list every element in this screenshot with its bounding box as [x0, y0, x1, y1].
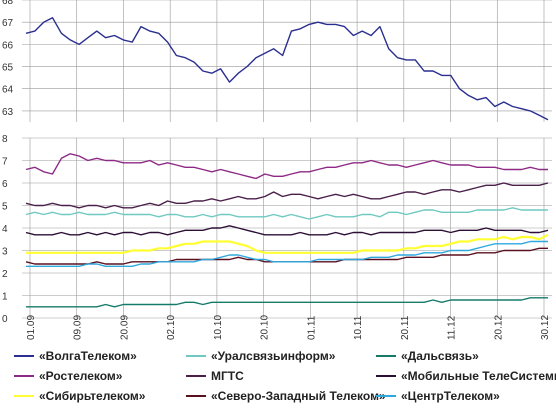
legend-item-szt: «Северо-Западный Телеком»: [186, 388, 386, 404]
legend-label: «Ростелеком»: [39, 369, 123, 383]
legend-label: МГТС: [211, 369, 244, 383]
legend-label: «Северо-Западный Телеком»: [211, 389, 386, 403]
legend-label: «ЦентрТелеком»: [401, 389, 500, 403]
legend-swatch: [376, 395, 396, 397]
series-line: [25, 17, 549, 121]
legend-label: «Дальсвязь»: [401, 349, 479, 363]
x-tick-label: 20.11: [400, 315, 411, 340]
legend-swatch: [14, 375, 34, 377]
legend-swatch: [186, 355, 206, 357]
legend-item-dalsvyaz: «Дальсвязь»: [376, 348, 479, 364]
x-tick-label: 20.09: [119, 315, 130, 340]
legend-swatch: [186, 395, 206, 397]
legend-swatch: [14, 395, 34, 397]
y-tick-label: 6: [2, 179, 8, 190]
y-tick-label: 65: [2, 63, 14, 74]
x-tick-label: 01.09: [26, 315, 37, 340]
y-tick-label: 8: [2, 134, 8, 145]
y-tick-label: 63: [2, 107, 14, 118]
series-line: [26, 297, 548, 308]
y-tick-label: 2: [2, 269, 8, 280]
y-tick-label: 1: [2, 292, 8, 303]
y-tick-label: 4: [2, 224, 8, 235]
legend-label: «Уралсвязьинформ»: [211, 349, 336, 363]
y-tick-label: 66: [2, 40, 14, 51]
legend-item-sibirtelecom: «Сибирьтелеком»: [14, 388, 145, 404]
x-tick-label: 01.11: [306, 315, 317, 340]
legend: «ВолгаТелеком» «Уралсвязьинформ» «Дальсв…: [0, 342, 556, 408]
y-tick-label: 7: [2, 157, 8, 168]
legend-label: «Мобильные ТелеСистемы»: [401, 369, 556, 383]
series-line: [25, 182, 549, 209]
legend-label: «ВолгаТелеком»: [39, 349, 137, 363]
legend-swatch: [376, 355, 396, 357]
legend-item-centertelecom: «ЦентрТелеком»: [376, 388, 500, 404]
legend-label: «Сибирьтелеком»: [39, 389, 146, 403]
y-tick-label: 0: [2, 314, 8, 325]
legend-swatch: [186, 375, 206, 377]
x-tick-label: 11.12: [447, 315, 458, 340]
series-line: [25, 207, 548, 220]
series-line: [25, 153, 548, 180]
x-tick-label: 09.09: [73, 315, 84, 340]
y-tick-label: 67: [2, 18, 14, 29]
x-tick-label: 30.12: [540, 315, 551, 340]
x-tick-label: 10.11: [353, 315, 364, 340]
y-tick-label: 64: [2, 85, 14, 96]
x-tick-label: 20.10: [260, 315, 271, 340]
legend-item-rostelecom: «Ростелеком»: [14, 368, 122, 384]
legend-swatch: [14, 355, 34, 357]
x-tick-label: 10.10: [213, 315, 224, 340]
legend-swatch: [376, 375, 396, 377]
series-line: [26, 240, 548, 267]
x-tick-label: 20.12: [493, 315, 504, 340]
legend-item-volgatelecom: «ВолгаТелеком»: [14, 348, 137, 364]
series-line: [26, 233, 549, 254]
y-tick-label: 3: [2, 247, 8, 258]
legend-item-uralsvyazinform: «Уралсвязьинформ»: [186, 348, 335, 364]
legend-item-mts: «Мобильные ТелеСистемы»: [376, 368, 556, 384]
y-tick-label: 5: [2, 202, 8, 213]
x-tick-label: 02.10: [166, 315, 177, 340]
series-line: [25, 225, 549, 236]
legend-item-mgts: МГТС: [186, 368, 244, 384]
y-tick-label: 68: [2, 0, 14, 7]
